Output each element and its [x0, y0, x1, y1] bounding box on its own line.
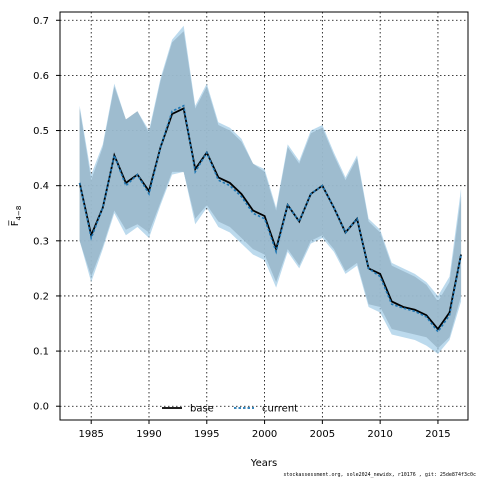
y-axis-title-main: F̅ [8, 220, 21, 227]
plot-frame [59, 11, 469, 421]
y-tick-label: 0.5 [33, 126, 49, 137]
x-axis: 1985 1990 1995 2000 2005 2010 2015 [78, 420, 451, 440]
confidence-bands [79, 25, 462, 354]
legend-label-current: current [262, 404, 298, 415]
y-tick-label: 0.1 [33, 347, 49, 358]
y-tick-label: 0.0 [33, 402, 49, 413]
x-tick-label: 2015 [425, 429, 450, 440]
line-current [78, 104, 462, 334]
y-tick-label: 0.7 [33, 16, 49, 27]
footer-note: stockassessment.org, sole2024_newidx, r1… [283, 472, 476, 478]
legend: base current [162, 404, 298, 415]
y-tick-label: 0.6 [33, 71, 49, 82]
line-base [78, 107, 462, 331]
x-tick-label: 1990 [136, 429, 161, 440]
y-tick-label: 0.3 [33, 236, 49, 247]
svg-text:F̅4−8: F̅4−8 [8, 206, 23, 227]
x-tick-label: 1995 [194, 429, 219, 440]
x-tick-label: 2005 [310, 429, 335, 440]
x-axis-title: Years [250, 458, 277, 469]
y-tick-label: 0.4 [33, 181, 49, 192]
x-tick-label: 2000 [252, 429, 277, 440]
y-axis-title: F̅4−8 [8, 206, 23, 227]
x-tick-label: 2010 [367, 429, 392, 440]
y-axis: 0.0 0.1 0.2 0.3 0.4 0.5 0.6 0.7 [33, 16, 60, 413]
series-lines [78, 104, 462, 334]
band-current [79, 25, 462, 354]
y-axis-title-subscript: 4−8 [15, 206, 23, 221]
x-tick-label: 1985 [78, 429, 103, 440]
y-tick-label: 0.2 [33, 291, 49, 302]
legend-label-base: base [190, 404, 214, 415]
